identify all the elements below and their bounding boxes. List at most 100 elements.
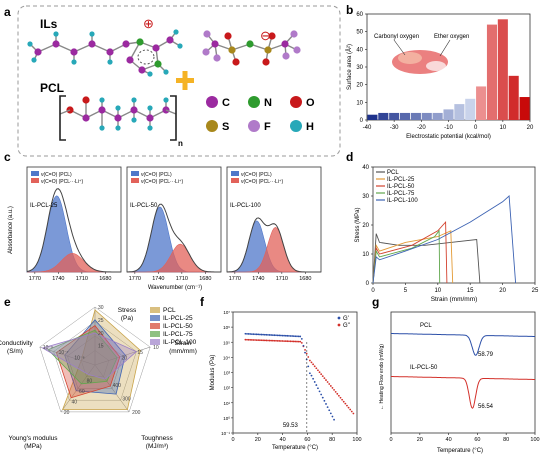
atom-H [131,117,137,123]
c-legend-li: ν(C=O) (PCL···Li⁺) [241,179,284,185]
g-xtick-label: 60 [474,437,480,443]
e-legend-label: IL-PCL-25 [163,315,193,322]
atom-C [88,40,96,48]
b-xtick-label: 20 [527,125,534,131]
e-legend-swatch [150,331,160,337]
e-grid-ring [80,350,110,377]
e-legend-label: IL-PCL-50 [163,323,193,330]
f-point-gp [297,335,300,338]
f-point-gp [283,334,285,337]
d-series-line [372,230,454,284]
b-bar [508,75,519,120]
e-axis-spoke [39,346,96,366]
g-xtick-label: 40 [446,437,452,443]
right-bracket [170,95,177,141]
legend-label-C: C [222,97,230,109]
g-peak-pcl: 58.79 [478,352,494,358]
atom-C [122,40,130,48]
anion-molecule [202,30,301,66]
f-xtick-label: 20 [255,437,261,443]
g-label-pcl: PCL [420,323,432,329]
f-point-gpp [271,339,274,342]
left-bracket [59,95,66,141]
atom-O [82,96,90,104]
f-point-gpp [284,340,287,343]
atom-H [131,97,137,103]
atom-H [27,41,33,47]
legend-atom-S [206,120,218,132]
d-legend-label: IL-PCL-75 [387,191,415,197]
f-point-gpp [249,338,252,341]
c-xtick-label: 1710 [176,276,188,282]
f-point-gpp [305,352,308,355]
panel-c: c Absorbance (a.u.) Wavenumber (cm⁻¹) 17… [4,150,322,291]
b-bar [497,19,508,120]
f-point-gpp [263,339,266,342]
b-bar [454,104,465,120]
e-axis-tick: 80 [87,379,93,385]
f-point-gpp [352,412,355,415]
atom-C [211,40,219,48]
f-point-gpp [304,349,306,351]
atom-C [34,48,42,56]
f-point-gp [323,399,326,402]
f-xtick-label: 100 [352,437,361,443]
f-point-gpp [286,340,289,343]
atom-H [89,31,95,37]
g-axes-frame [390,311,536,434]
e-axis-unit: (mm/mm) [169,348,197,355]
f-annotation: 59.53 [283,423,299,429]
f-point-gpp [318,371,321,374]
f-point-gp [284,334,287,337]
c-xtick-label: 1710 [276,276,288,282]
c-xtick-label: 1710 [76,276,88,282]
d-xtick-label: 20 [499,288,506,294]
atom-H [115,125,121,131]
e-legend-label: IL-PCL-75 [163,331,193,338]
d-legend-label: IL-PCL-100 [387,198,418,204]
d-legend-label: IL-PCL-25 [387,177,415,183]
e-axis-tick: 25 [98,318,104,324]
legend-atom-O [290,96,302,108]
f-point-gp [328,409,331,412]
b-xtick-label: -30 [390,125,399,131]
f-ytick-label: 10⁴ [223,355,230,360]
f-point-gp [262,333,265,336]
f-point-gp [281,334,284,337]
atom-S [264,46,272,54]
d-series-line [372,195,517,284]
e-axis-label: Strain [175,340,192,347]
f-point-gpp [331,387,334,389]
atom-H [99,125,105,131]
f-point-gpp [336,392,339,395]
f-point-gp [268,334,271,336]
b-bar [367,114,378,120]
f-point-gpp [289,340,292,343]
f-point-gp [289,335,292,337]
b-bar [465,98,476,120]
atom-H [107,59,113,65]
panel-b: b -40 -30 -20 -10 0 10 20 0 10 20 30 40 50 60 Electros… [346,3,534,140]
f-point-gpp [334,390,337,393]
f-point-gp [249,333,252,335]
legend-atom-C [206,96,218,108]
f-legend-label: G'' [343,323,350,329]
f-point-gp [302,344,305,347]
d-series-line [372,220,448,284]
g-curve-pcl [391,333,535,356]
c-xtick-label: 1680 [99,276,111,282]
c-envelope [126,203,221,273]
f-point-gp [329,412,332,415]
c-legend-pcl: ν(C=O) (PCL) [141,172,172,178]
bond [165,109,177,115]
atom-H [71,59,77,65]
b-ytick-label: 60 [356,12,363,18]
f-point-gpp [325,379,327,381]
d-legend-label: IL-PCL-50 [387,184,415,190]
e-axis-label: Stress [118,307,137,314]
f-point-gpp [350,410,353,413]
e-axis-spoke [94,346,151,366]
f-point-gp [244,332,247,335]
c-legend-pcl: ν(C=O) (PCL) [41,172,72,178]
